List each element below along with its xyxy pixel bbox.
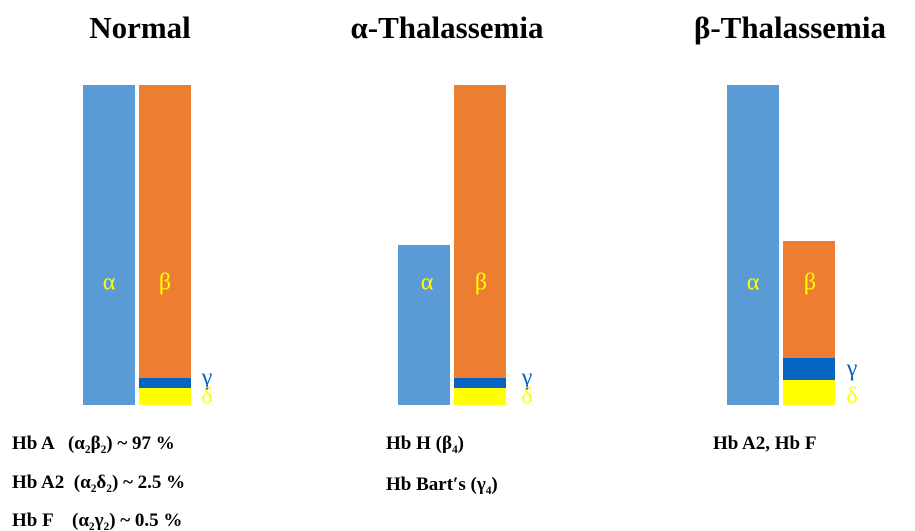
delta-bar (783, 380, 835, 405)
bar-label: α (103, 270, 116, 296)
bar-label: γ (521, 365, 533, 391)
gamma-bar (454, 378, 506, 388)
note: Hb A2, Hb F (713, 433, 816, 454)
panel-normal: Normal α β γ δ Hb A (α₂β₂) ~ 97 % Hb A2 … (12, 10, 213, 531)
note: Hb H (β₄) (386, 433, 464, 454)
beta-bar (454, 85, 506, 378)
note: Hb F (α₂γ₂) ~ 0.5 % (12, 510, 182, 531)
bar-label: γ (201, 365, 213, 391)
bar-label: β (804, 270, 816, 296)
bar-label: δ (201, 384, 212, 410)
beta-bar (139, 85, 191, 378)
panel-title: β-Thalassemia (694, 10, 887, 45)
panel-beta-thalassemia: β-Thalassemia α β γ δ Hb A2, Hb F (694, 10, 887, 454)
bar-label: γ (846, 356, 858, 382)
alpha-bar (727, 85, 779, 405)
alpha-bar (398, 245, 450, 405)
bar-label: δ (846, 384, 857, 410)
panel-title: Normal (89, 10, 191, 45)
bar-label: α (747, 270, 760, 296)
gamma-bar (783, 358, 835, 380)
note: Hb A2 (α₂δ₂) ~ 2.5 % (12, 472, 185, 493)
gamma-bar (139, 378, 191, 388)
note: Hb A (α₂β₂) ~ 97 % (12, 433, 175, 454)
bar-label: δ (521, 384, 532, 410)
panel-alpha-thalassemia: α-Thalassemia α β γ δ Hb H (β₄) Hb Bart′… (351, 10, 544, 495)
beta-bar (783, 241, 835, 358)
alpha-bar (83, 85, 135, 405)
bar-label: β (159, 270, 171, 296)
panel-title: α-Thalassemia (351, 10, 544, 45)
note: Hb Bart′s (γ₄) (386, 474, 498, 495)
delta-bar (454, 388, 506, 405)
delta-bar (139, 388, 191, 405)
bar-label: β (475, 270, 487, 296)
bar-label: α (421, 270, 434, 296)
